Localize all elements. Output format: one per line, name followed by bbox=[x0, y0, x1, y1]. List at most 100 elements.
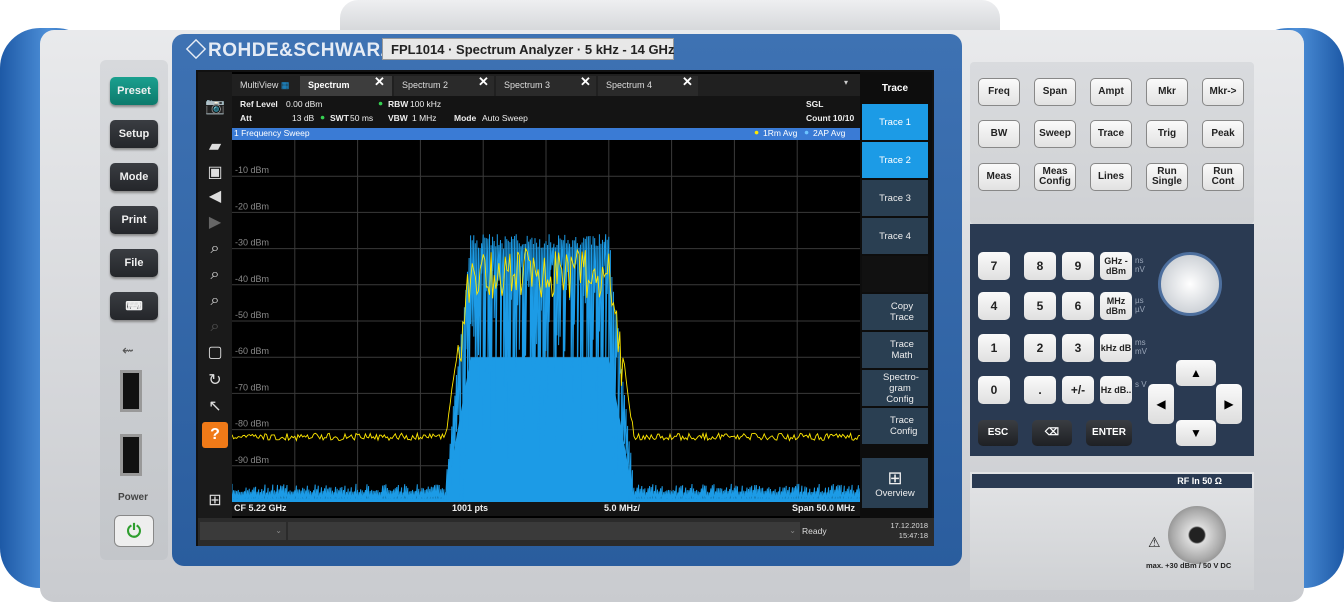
numpad-key[interactable]: 9 bbox=[1062, 252, 1094, 280]
close-icon[interactable]: ✕ bbox=[580, 74, 591, 89]
key-lines[interactable]: Lines bbox=[1090, 163, 1132, 191]
arrow-up-key[interactable]: ▲ bbox=[1176, 360, 1216, 386]
softkey-trace-math[interactable]: Trace Math bbox=[862, 332, 928, 368]
numpad-key[interactable]: . bbox=[1024, 376, 1056, 404]
unit-key[interactable]: GHz -dBm bbox=[1100, 252, 1132, 280]
tab-multiview[interactable]: MultiView ▦ bbox=[232, 76, 298, 96]
multi-zoom-icon[interactable]: ⌕ bbox=[210, 266, 220, 283]
windows-start-icon[interactable]: ⊞ bbox=[208, 492, 222, 509]
key-trace[interactable]: Trace bbox=[1090, 120, 1132, 148]
key-run-cont[interactable]: Run Cont bbox=[1202, 163, 1244, 191]
tab-spectrum[interactable]: Spectrum bbox=[300, 76, 392, 96]
keyboard-key[interactable]: ⌨ bbox=[110, 292, 158, 320]
softkey-overview[interactable]: ⊞ Overview bbox=[862, 458, 928, 508]
softkey-trace-config[interactable]: Trace Config bbox=[862, 408, 928, 444]
numpad-key[interactable]: 8 bbox=[1024, 252, 1056, 280]
coupled-dot-icon: ● bbox=[320, 112, 326, 122]
tab-spectrum-4[interactable]: Spectrum 4 bbox=[598, 76, 698, 96]
tab-spectrum-3[interactable]: Spectrum 3 bbox=[496, 76, 596, 96]
status-bar: ⌄ ⌄ Ready 17.12.2018 15:47:18 bbox=[198, 518, 934, 546]
trace1-legend: 1Rm Avg bbox=[763, 128, 798, 138]
key-mkr[interactable]: Mkr-> bbox=[1202, 78, 1244, 106]
numpad-key[interactable]: 1 bbox=[978, 334, 1010, 362]
key-run-single[interactable]: Run Single bbox=[1146, 163, 1188, 191]
spectrum-plot: -10 dBm -20 dBm -30 dBm -40 dBm -50 dBm -60 d… bbox=[231, 140, 861, 503]
key-sweep[interactable]: Sweep bbox=[1034, 120, 1076, 148]
unit-key[interactable]: MHz dBm bbox=[1100, 292, 1132, 320]
key-meas[interactable]: Meas bbox=[978, 163, 1020, 191]
softkey-trace-4[interactable]: Trace 4 bbox=[862, 218, 928, 254]
key-peak[interactable]: Peak bbox=[1202, 120, 1244, 148]
auto-set-icon[interactable]: ↻ bbox=[208, 372, 222, 389]
numpad-key[interactable]: 0 bbox=[978, 376, 1010, 404]
arrow-up-icon: ▲ bbox=[1190, 366, 1202, 380]
key-bw[interactable]: BW bbox=[978, 120, 1020, 148]
time: 15:47:18 bbox=[898, 531, 928, 540]
tab-spectrum-2[interactable]: Spectrum 2 bbox=[394, 76, 494, 96]
rbw-value: 100 kHz bbox=[410, 99, 442, 109]
key-ampt[interactable]: Ampt bbox=[1090, 78, 1132, 106]
enter-key[interactable]: ENTER bbox=[1086, 420, 1132, 446]
numpad-key[interactable]: 6 bbox=[1062, 292, 1094, 320]
rf-in-label: RF In 50 Ω bbox=[972, 474, 1252, 488]
numpad-key[interactable]: 5 bbox=[1024, 292, 1056, 320]
softkey-trace-1[interactable]: Trace 1 bbox=[862, 104, 928, 140]
close-icon[interactable]: ✕ bbox=[374, 74, 385, 89]
zoom-icon[interactable]: ⌕ bbox=[210, 240, 220, 257]
print-key[interactable]: Print bbox=[110, 206, 158, 234]
arrow-right-key[interactable]: ▶ bbox=[1216, 384, 1242, 424]
softkey-trace-2[interactable]: Trace 2 bbox=[862, 142, 928, 178]
trace1-dot-icon: ● bbox=[754, 127, 760, 137]
arrow-left-key[interactable]: ◀ bbox=[1148, 384, 1174, 424]
diagram-header: 1 Frequency Sweep ● 1Rm Avg ● 2AP Avg bbox=[232, 127, 860, 140]
key-mkr[interactable]: Mkr bbox=[1146, 78, 1188, 106]
unit-key[interactable]: kHz dB bbox=[1100, 334, 1132, 362]
esc-key[interactable]: ESC bbox=[978, 420, 1018, 446]
tab-menu-icon[interactable]: ▾ bbox=[844, 78, 849, 87]
numpad-key[interactable]: +/- bbox=[1062, 376, 1094, 404]
softkey-title: Trace bbox=[881, 83, 909, 94]
numpad-key[interactable]: 4 bbox=[978, 292, 1010, 320]
rotary-knob[interactable] bbox=[1158, 252, 1222, 316]
help-pointer-icon[interactable]: ↖ bbox=[208, 398, 222, 415]
trace2-dot-icon: ● bbox=[804, 127, 810, 137]
undo-icon[interactable]: ◀ bbox=[208, 188, 222, 205]
mode-key[interactable]: Mode bbox=[110, 163, 158, 191]
softkey-trace-3[interactable]: Trace 3 bbox=[862, 180, 928, 216]
overview-icon: ⊞ bbox=[887, 467, 903, 488]
numpad-key[interactable]: 3 bbox=[1062, 334, 1094, 362]
save-icon[interactable]: ▣ bbox=[207, 164, 223, 181]
preset-key[interactable]: Preset bbox=[110, 77, 158, 105]
status-field-1[interactable]: ⌄ bbox=[200, 522, 286, 540]
swt-value: 50 ms bbox=[350, 113, 374, 123]
key-trig[interactable]: Trig bbox=[1146, 120, 1188, 148]
key-span[interactable]: Span bbox=[1034, 78, 1076, 106]
close-icon[interactable]: ✕ bbox=[478, 74, 489, 89]
softkey-copy-trace[interactable]: Copy Trace bbox=[862, 294, 928, 330]
close-icon[interactable]: ✕ bbox=[682, 74, 693, 89]
redo-icon[interactable]: ▶ bbox=[208, 214, 222, 231]
softkey-spectrogram-config[interactable]: Spectro-gram Config bbox=[862, 370, 928, 406]
zoom-off-icon[interactable]: ⌕ bbox=[210, 318, 220, 335]
setup-key[interactable]: Setup bbox=[110, 120, 158, 148]
arrow-down-key[interactable]: ▼ bbox=[1176, 420, 1216, 446]
key-freq[interactable]: Freq bbox=[978, 78, 1020, 106]
unit-key[interactable]: Hz dB.. bbox=[1100, 376, 1132, 404]
file-key[interactable]: File bbox=[110, 249, 158, 277]
full-screen-icon[interactable]: ▢ bbox=[207, 344, 223, 361]
spectrum-diagram[interactable]: -10 dBm -20 dBm -30 dBm -40 dBm -50 dBm -60 d… bbox=[231, 140, 861, 503]
numpad-key[interactable]: 2 bbox=[1024, 334, 1056, 362]
trace2-legend: 2AP Avg bbox=[813, 128, 846, 138]
open-folder-icon[interactable]: ▰ bbox=[208, 138, 222, 155]
help-icon[interactable]: ? bbox=[202, 422, 228, 448]
power-button[interactable]: ⏻ bbox=[114, 515, 154, 547]
numpad-key[interactable]: 7 bbox=[978, 252, 1010, 280]
zoom-area-icon[interactable]: ⌕ bbox=[210, 292, 220, 309]
y-tick-label: -40 dBm bbox=[235, 274, 269, 284]
key-meas-config[interactable]: Meas Config bbox=[1034, 163, 1076, 191]
unit-key-sublabel: ns nV bbox=[1135, 256, 1145, 274]
screenshot-icon[interactable]: 📷 bbox=[205, 98, 225, 115]
ref-level-label: Ref Level bbox=[240, 99, 278, 109]
status-field-2[interactable]: ⌄ bbox=[288, 522, 800, 540]
backspace-key[interactable]: ⌫ bbox=[1032, 420, 1072, 446]
